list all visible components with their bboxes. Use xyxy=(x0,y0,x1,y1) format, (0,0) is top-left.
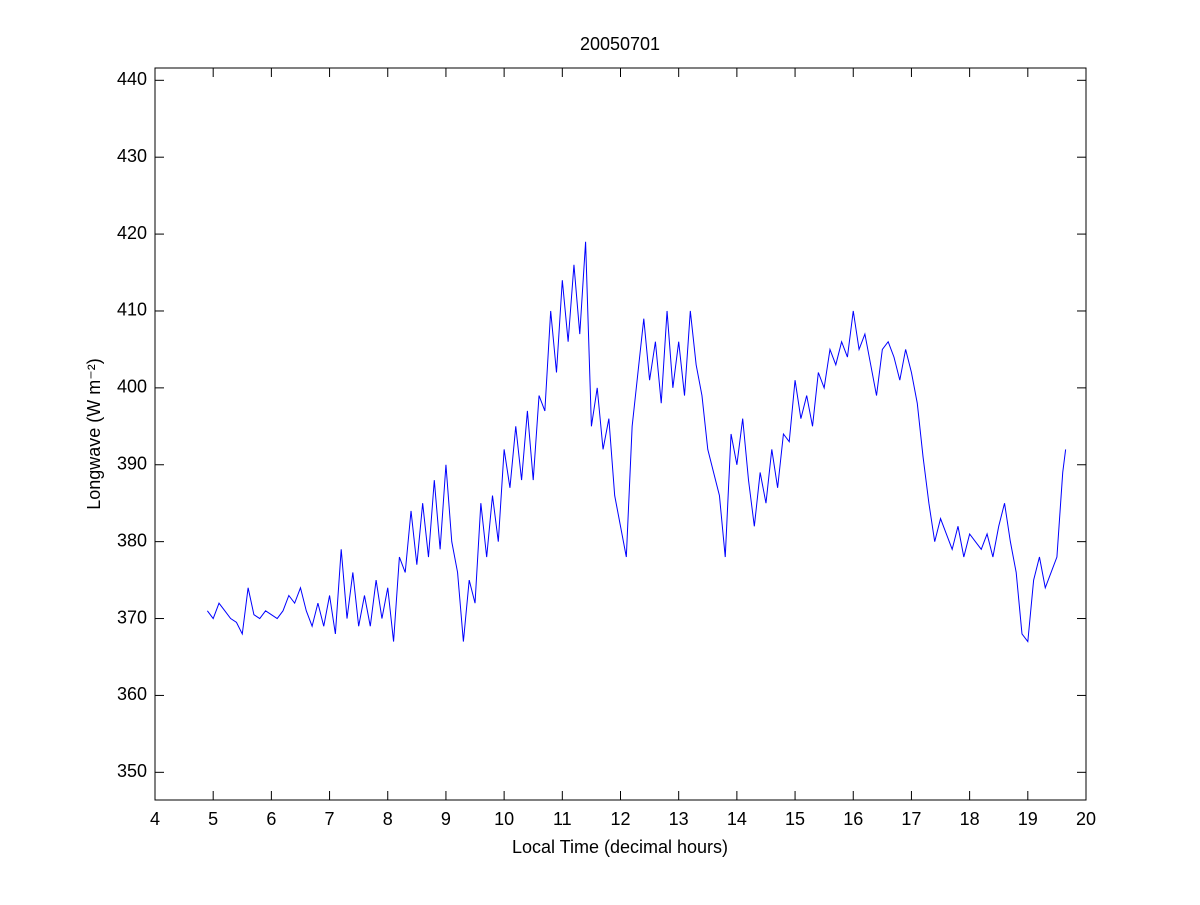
x-tick-label: 13 xyxy=(669,809,689,829)
x-tick-label: 18 xyxy=(960,809,980,829)
x-tick-label: 11 xyxy=(553,809,572,829)
y-tick-label: 430 xyxy=(117,146,147,166)
x-axis-label: Local Time (decimal hours) xyxy=(512,837,728,857)
x-tick-label: 10 xyxy=(494,809,514,829)
x-tick-label: 19 xyxy=(1018,809,1038,829)
chart-title: 20050701 xyxy=(580,34,660,54)
y-tick-label: 370 xyxy=(117,607,147,627)
x-tick-label: 5 xyxy=(208,809,218,829)
y-tick-label: 440 xyxy=(117,69,147,89)
y-tick-label: 400 xyxy=(117,377,147,397)
y-axis-label: Longwave (W m⁻²) xyxy=(84,358,104,510)
y-tick-label: 410 xyxy=(117,300,147,320)
x-tick-label: 20 xyxy=(1076,809,1096,829)
y-tick-label: 350 xyxy=(117,761,147,781)
y-tick-label: 420 xyxy=(117,223,147,243)
y-tick-label: 360 xyxy=(117,684,147,704)
x-tick-label: 4 xyxy=(150,809,160,829)
x-tick-label: 17 xyxy=(901,809,921,829)
x-tick-label: 15 xyxy=(785,809,805,829)
x-tick-label: 6 xyxy=(266,809,276,829)
x-tick-label: 8 xyxy=(383,809,393,829)
x-tick-label: 14 xyxy=(727,809,747,829)
x-tick-label: 16 xyxy=(843,809,863,829)
plot-frame xyxy=(154,67,1087,801)
x-tick-label: 9 xyxy=(441,809,451,829)
x-tick-label: 12 xyxy=(610,809,630,829)
y-tick-label: 380 xyxy=(117,530,147,550)
data-line xyxy=(206,241,1067,643)
y-tick-label: 390 xyxy=(117,454,147,474)
x-tick-label: 7 xyxy=(325,809,335,829)
